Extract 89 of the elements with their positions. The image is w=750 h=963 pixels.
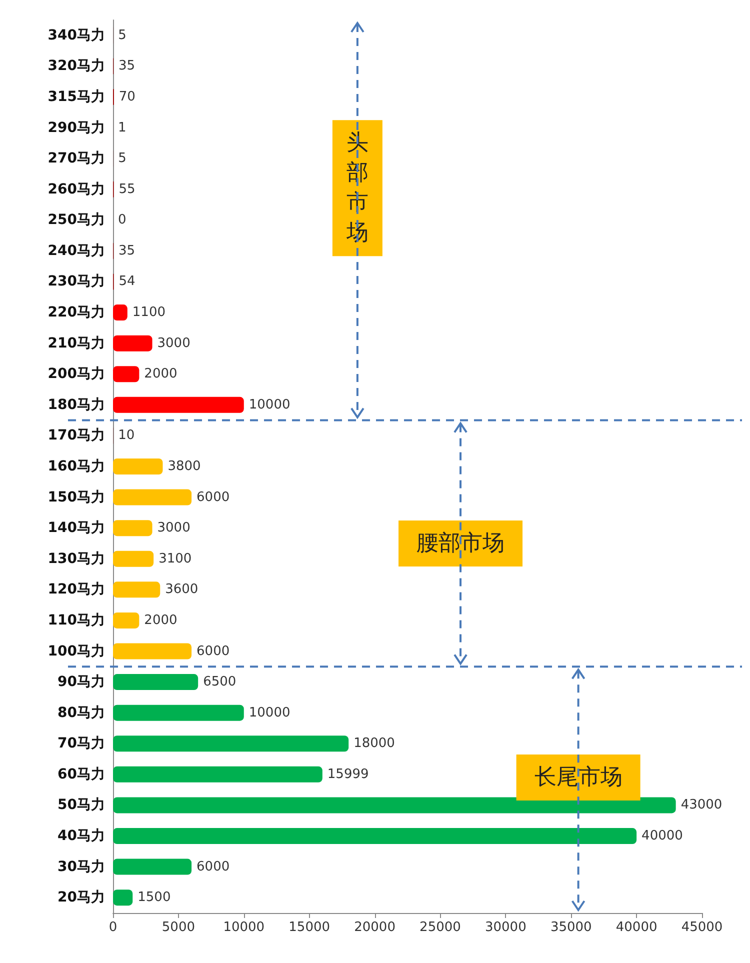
data-label: 55 <box>118 182 136 197</box>
data-label: 3600 <box>165 582 198 598</box>
y-tick-label: 170马力 <box>48 428 105 444</box>
data-label: 15999 <box>327 766 369 782</box>
y-tick-label: 180马力 <box>48 396 105 413</box>
bar <box>113 828 637 844</box>
y-tick-label: 200马力 <box>48 366 105 382</box>
data-label: 5 <box>118 28 126 43</box>
x-tick-label: 30000 <box>484 920 526 935</box>
data-label: 10000 <box>248 397 290 412</box>
x-tick-label: 0 <box>108 920 118 935</box>
x-tick-label: 35000 <box>550 920 592 935</box>
bar <box>113 858 192 875</box>
x-tick-label: 10000 <box>223 920 265 935</box>
bar <box>113 335 152 352</box>
bar <box>113 612 140 628</box>
data-label: 70 <box>118 89 136 104</box>
data-label: 0 <box>118 212 126 228</box>
bar <box>113 736 349 752</box>
x-tick-label: 25000 <box>420 920 461 935</box>
y-tick-label: 100马力 <box>48 643 105 660</box>
bar <box>113 458 163 474</box>
data-label: 35 <box>118 58 136 74</box>
y-tick-label: 340马力 <box>48 27 105 44</box>
y-tick-label: 230马力 <box>48 274 105 290</box>
y-tick-label: 60马力 <box>58 766 105 782</box>
data-label: 1100 <box>132 305 166 320</box>
bar <box>113 550 154 567</box>
y-tick-label: 260马力 <box>48 181 105 198</box>
data-label: 40000 <box>642 828 683 844</box>
x-tick-label: 15000 <box>288 920 330 935</box>
data-label: 2000 <box>144 366 178 382</box>
bar <box>113 582 160 598</box>
y-tick-label: 80马力 <box>58 704 105 721</box>
y-tick-label: 130马力 <box>48 550 105 567</box>
y-tick-label: 150马力 <box>48 489 105 506</box>
y-tick-label: 50马力 <box>58 797 105 814</box>
y-tick-label: 160马力 <box>48 458 105 474</box>
y-tick-label: 30马力 <box>58 858 105 875</box>
y-tick-label: 120马力 <box>48 582 105 598</box>
data-label: 54 <box>118 274 136 290</box>
bar <box>113 643 192 660</box>
data-label: 43000 <box>680 798 722 813</box>
y-tick-label: 315马力 <box>48 88 105 105</box>
data-label: 2000 <box>144 612 178 628</box>
data-label: 6000 <box>196 644 230 659</box>
x-tick-label: 40000 <box>616 920 658 935</box>
data-label: 6500 <box>203 674 236 690</box>
bar <box>113 766 322 782</box>
y-tick-label: 110马力 <box>48 612 105 628</box>
data-label: 1500 <box>138 890 171 906</box>
bar <box>113 797 676 814</box>
x-tick-label: 20000 <box>354 920 396 935</box>
data-label: 3800 <box>168 459 201 474</box>
bar <box>113 489 192 506</box>
x-tick-label: 45000 <box>681 920 723 935</box>
bar <box>113 704 244 721</box>
x-tick-label: 5000 <box>162 920 195 935</box>
y-tick-label: 20马力 <box>58 890 105 906</box>
annotation: 腰部市场 <box>416 530 505 556</box>
y-tick-label: 40马力 <box>58 828 105 844</box>
data-label: 6000 <box>196 859 230 874</box>
y-tick-label: 270马力 <box>48 150 105 167</box>
data-label: 35 <box>118 243 136 258</box>
data-label: 10000 <box>248 705 290 720</box>
data-label: 10 <box>118 428 135 444</box>
data-label: 3000 <box>157 336 190 351</box>
y-tick-label: 290马力 <box>48 120 105 136</box>
y-tick-label: 240马力 <box>48 242 105 259</box>
y-tick-label: 220马力 <box>48 304 105 321</box>
data-label: 5 <box>118 151 126 166</box>
bar <box>113 304 128 321</box>
bar <box>113 890 133 906</box>
data-label: 18000 <box>354 736 395 752</box>
bar <box>113 520 152 536</box>
bar <box>113 396 244 413</box>
y-tick-label: 140马力 <box>48 520 105 536</box>
y-tick-label: 320马力 <box>48 58 105 74</box>
bar <box>113 674 198 690</box>
annotation: 长尾市场 <box>534 765 622 790</box>
data-label: 1 <box>118 120 126 136</box>
data-label: 3100 <box>158 551 192 566</box>
y-tick-label: 250马力 <box>48 212 105 228</box>
y-tick-label: 90马力 <box>58 674 105 690</box>
data-label: 6000 <box>196 490 230 505</box>
data-label: 3000 <box>157 520 190 536</box>
bar <box>113 366 140 382</box>
y-tick-label: 70马力 <box>58 736 105 752</box>
y-tick-label: 210马力 <box>48 335 105 352</box>
